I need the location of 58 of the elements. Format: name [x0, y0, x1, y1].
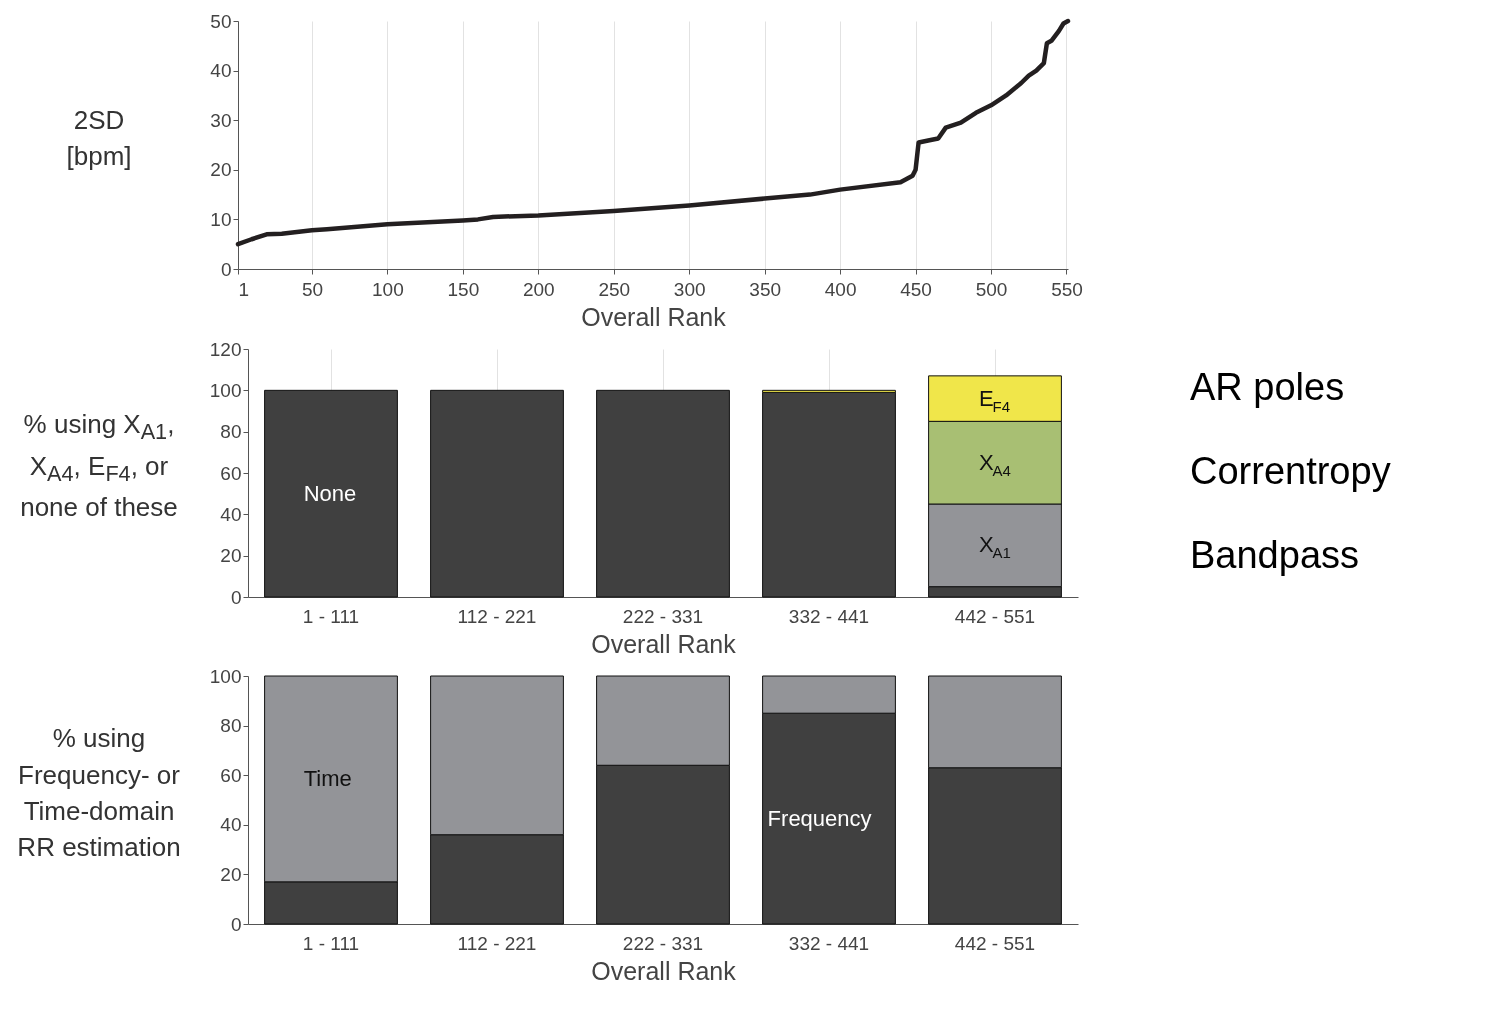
y-tick-label: 10 [210, 208, 232, 230]
y-tick-label: 20 [220, 545, 242, 567]
x-tick-label: 200 [522, 278, 555, 300]
text: Correntropy [1190, 450, 1391, 492]
x-tick-label: 400 [824, 278, 857, 300]
x-tick-label: 1 - 111 [302, 932, 360, 954]
x-axis-title: Overall Rank [581, 302, 727, 331]
y-tick-label: 60 [220, 462, 242, 484]
y-axis-title: 2SD [bpm] [66, 103, 132, 173]
series-label: Time [303, 765, 352, 791]
text: AR poles [1190, 365, 1345, 408]
y-tick-label: 100 [209, 379, 242, 401]
y-tick-label: 0 [220, 258, 232, 280]
x-tick-label: 222 - 331 [622, 605, 704, 627]
bar [596, 389, 730, 598]
y-axis-title: % using Frequency- or Time-domain RR estimation [16, 722, 182, 865]
text: Bandpass [1190, 534, 1360, 577]
y-tick-label: 50 [210, 10, 232, 32]
y-tick-label: 40 [220, 814, 242, 836]
y-tick-label: 100 [209, 665, 242, 687]
x-tick-label: 332 - 441 [788, 932, 870, 954]
x-tick-label: 150 [447, 278, 480, 300]
series-label: Frequency [767, 805, 872, 831]
bar [762, 391, 896, 598]
bar [264, 389, 398, 598]
x-tick-label: 112 - 221 [457, 932, 537, 954]
x-tick-label: 50 [301, 278, 324, 300]
x-tick-label: 222 - 331 [622, 932, 704, 954]
text: % using X$_{A1}$, X$_{A4}$, E$_{F4}$, or none of these [20, 409, 178, 523]
bar [430, 389, 564, 598]
x-tick-label: 500 [975, 278, 1008, 300]
series-label: None [303, 480, 357, 506]
x-tick-label: 442 - 551 [954, 605, 1036, 627]
line-series [235, 18, 1071, 247]
x-tick-label: 332 - 441 [788, 605, 870, 627]
y-tick-label: 120 [209, 338, 242, 360]
x-tick-label: 112 - 221 [457, 605, 537, 627]
y-tick-label: 40 [220, 503, 242, 525]
x-tick-label: 442 - 551 [954, 932, 1036, 954]
x-tick-label: 100 [372, 278, 404, 300]
x-axis-title: Overall Rank [591, 629, 737, 658]
y-tick-label: 80 [220, 421, 242, 443]
x-tick-label: 1 [238, 278, 250, 300]
x-axis-title: Overall Rank [591, 956, 737, 985]
x-tick-label: 550 [1051, 278, 1083, 300]
y-tick-label: 20 [210, 159, 232, 181]
y-tick-label: 0 [230, 913, 242, 935]
y-tick-label: 60 [220, 764, 242, 786]
x-tick-label: 1 - 111 [302, 605, 360, 627]
y-tick-label: 30 [210, 109, 232, 131]
x-tick-label: 450 [900, 278, 932, 300]
y-tick-label: 20 [220, 863, 242, 885]
y-tick-label: 0 [230, 586, 242, 608]
y-tick-label: 80 [220, 715, 242, 737]
x-tick-label: 300 [673, 278, 706, 300]
y-tick-label: 40 [210, 60, 232, 82]
x-tick-label: 250 [598, 278, 631, 300]
x-tick-label: 350 [749, 278, 782, 300]
